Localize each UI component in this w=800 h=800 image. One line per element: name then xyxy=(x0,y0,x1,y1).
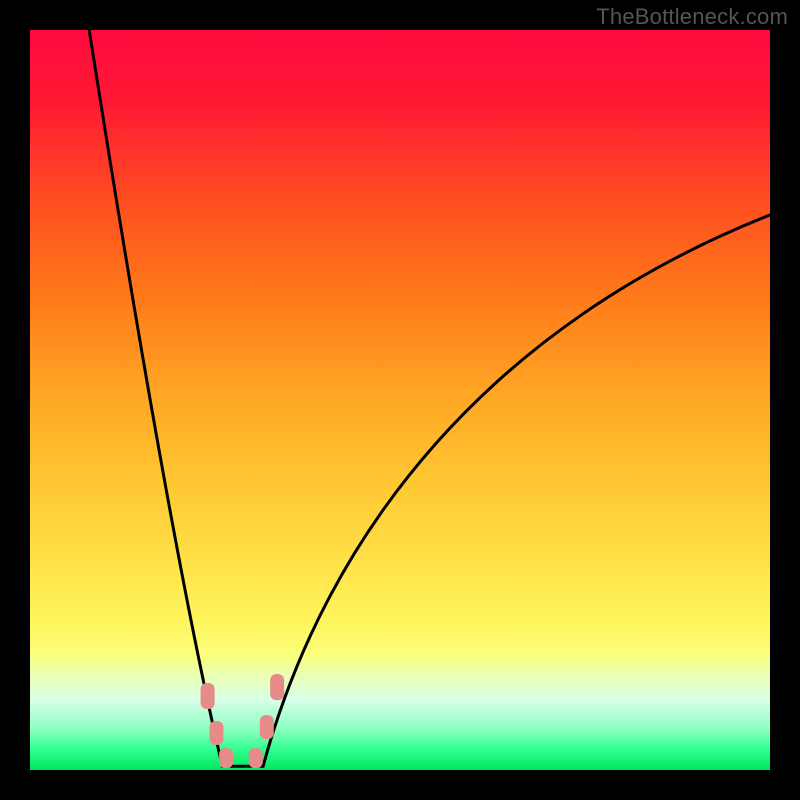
marker-right-upper xyxy=(270,674,284,700)
marker-right-lower xyxy=(260,715,274,739)
marker-trough-left xyxy=(219,748,233,768)
marker-trough-right xyxy=(249,748,263,768)
chart-canvas: TheBottleneck.com xyxy=(0,0,800,800)
marker-left-lower xyxy=(209,721,223,745)
watermark-text: TheBottleneck.com xyxy=(596,4,788,30)
plot-svg xyxy=(0,0,800,800)
plot-background xyxy=(30,30,770,770)
marker-left-upper xyxy=(201,683,215,709)
